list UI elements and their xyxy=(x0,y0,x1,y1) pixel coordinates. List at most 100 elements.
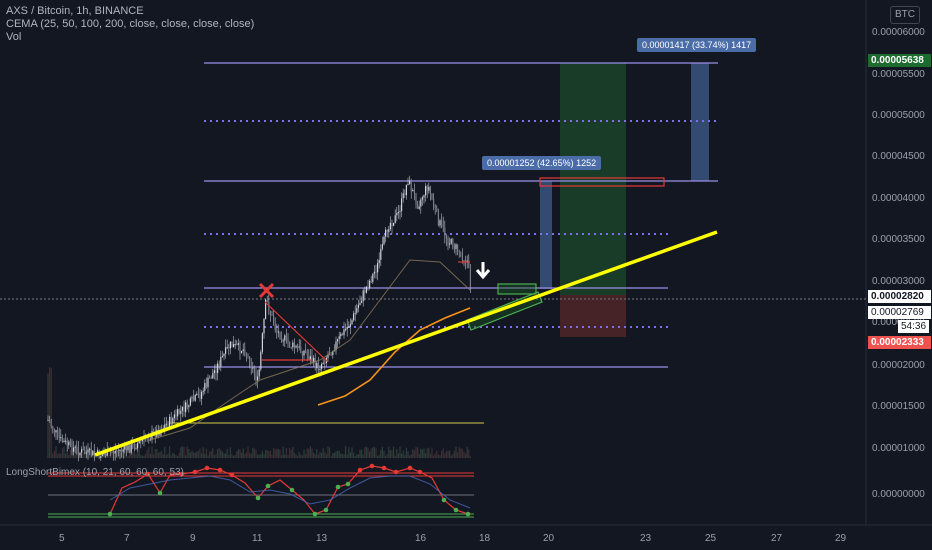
red-trendline[interactable] xyxy=(264,301,329,363)
candle-body xyxy=(165,423,167,425)
volume-bar xyxy=(226,448,228,458)
volume-bar xyxy=(293,452,295,458)
volume-bar xyxy=(170,455,172,458)
candle-body xyxy=(49,419,51,423)
candle-body xyxy=(465,260,467,263)
volume-bar xyxy=(346,454,348,458)
volume-bar xyxy=(353,452,355,458)
candle-body xyxy=(257,376,259,381)
volume-bar xyxy=(364,447,366,458)
volume-bar xyxy=(407,451,409,458)
candle-body xyxy=(74,446,76,448)
date-tick: 23 xyxy=(640,533,652,544)
indicator-vol-label[interactable]: Vol xyxy=(6,31,22,43)
candle-body xyxy=(133,444,135,449)
candle-body xyxy=(293,342,295,348)
candle-body xyxy=(247,355,249,357)
sell-x-marker xyxy=(258,282,275,299)
volume-bar xyxy=(186,446,188,458)
volume-bar xyxy=(311,448,313,458)
volume-bar xyxy=(300,454,302,458)
date-tick: 13 xyxy=(316,533,328,544)
volume-bar xyxy=(341,453,343,458)
volume-bar xyxy=(399,446,401,458)
volume-bar xyxy=(292,446,294,458)
candle-body xyxy=(460,252,462,254)
candle-body xyxy=(141,439,143,442)
candle-body xyxy=(420,199,422,207)
volume-bar xyxy=(290,449,292,458)
candle-body xyxy=(372,273,374,282)
candle-body xyxy=(189,398,191,406)
candle-body xyxy=(178,409,180,414)
measure-bar-upper[interactable] xyxy=(691,63,709,181)
candle-body xyxy=(81,449,83,453)
candle-body xyxy=(327,354,329,358)
yellow-trendline[interactable] xyxy=(94,230,718,457)
candle-body xyxy=(434,205,436,208)
volume-bar xyxy=(313,452,315,458)
candle-body xyxy=(218,363,220,367)
volume-bar xyxy=(145,453,147,458)
candle-body xyxy=(340,333,342,337)
volume-bar xyxy=(250,453,252,458)
volume-bar xyxy=(314,454,316,458)
candle-body xyxy=(223,353,225,357)
volume-bar xyxy=(108,449,110,458)
volume-bar xyxy=(468,449,470,458)
price-tick: 0.00002000 xyxy=(872,360,925,371)
candle-body xyxy=(127,445,129,451)
oscillator-buy-dot xyxy=(255,495,261,501)
volume-bar xyxy=(434,453,436,458)
candle-body xyxy=(185,402,187,413)
currency-button[interactable]: BTC xyxy=(890,6,920,24)
candle-body xyxy=(444,227,446,236)
resistance-box[interactable] xyxy=(539,177,665,187)
candle-body xyxy=(236,344,238,346)
stop-price-badge: 0.00002333 xyxy=(868,336,931,349)
volume-bar xyxy=(260,454,262,458)
candle-body xyxy=(186,402,188,408)
price-tick: 0.00003500 xyxy=(872,234,925,245)
candle-body xyxy=(449,243,451,245)
volume-bar xyxy=(303,449,305,458)
volume-bar xyxy=(265,450,267,458)
date-tick: 25 xyxy=(705,533,717,544)
volume-bar xyxy=(338,450,340,458)
green-box[interactable] xyxy=(497,283,537,295)
candle-body xyxy=(468,260,470,266)
indicator-cema-label[interactable]: CEMA (25, 50, 100, 200, close, close, cl… xyxy=(6,18,255,30)
candle-body xyxy=(89,448,91,450)
candle-body xyxy=(378,259,380,264)
volume-bar xyxy=(205,448,207,458)
candle-body xyxy=(268,301,270,312)
candle-body xyxy=(428,186,430,191)
candle-body xyxy=(113,452,115,454)
volume-bar xyxy=(221,451,223,458)
oscillator-label[interactable]: LongShortBimex (10, 21, 60, 60, 60, 53) xyxy=(6,467,184,478)
volume-bars xyxy=(47,367,471,458)
candle-body xyxy=(285,335,287,338)
candle-body xyxy=(57,430,59,433)
oscillator-buy-dot xyxy=(157,490,163,496)
oscillator-buy-dot xyxy=(107,511,113,517)
volume-bar xyxy=(165,455,167,458)
volume-bar xyxy=(444,453,446,458)
candle-body xyxy=(52,426,54,430)
target-zone[interactable] xyxy=(560,63,626,295)
volume-bar xyxy=(212,448,214,458)
volume-bar xyxy=(285,447,287,458)
candle-body xyxy=(289,342,291,347)
candle-body xyxy=(380,248,382,260)
symbol-title[interactable]: AXS / Bitcoin, 1h, BINANCE xyxy=(6,5,144,17)
volume-bar xyxy=(164,446,166,458)
candle-body xyxy=(367,286,369,288)
candle-body xyxy=(180,410,182,414)
stop-zone[interactable] xyxy=(560,295,626,337)
volume-bar xyxy=(397,453,399,458)
volume-bar xyxy=(242,448,244,458)
candle-body xyxy=(124,444,126,450)
candle-body xyxy=(290,346,292,348)
candle-body xyxy=(258,369,260,377)
